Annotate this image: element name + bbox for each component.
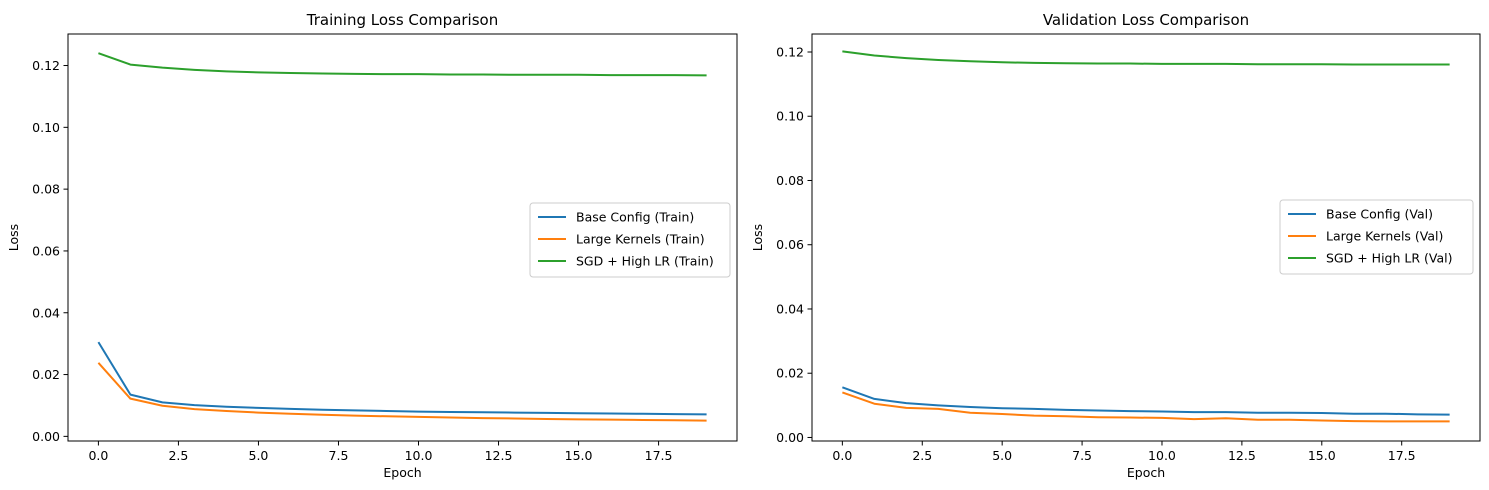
x-tick-label: 15.0 [565,448,593,463]
series-line-3 [98,52,707,77]
x-tick-label: 5.0 [992,448,1012,463]
x-tick-label: 12.5 [1228,448,1256,463]
y-tick-label: 0.10 [776,109,804,124]
series-line-1 [97,341,707,416]
x-tick-label: 12.5 [485,448,513,463]
y-tick-label: 0.10 [32,120,60,135]
chart-title: Validation Loss Comparison [1043,11,1249,29]
x-tick-label: 15.0 [1308,448,1336,463]
legend-label: Base Config (Val) [1326,207,1433,222]
legend: Base Config (Train) Large Kernels (Train)… [529,202,731,278]
legend-label: SGD + High LR (Val) [1326,251,1452,266]
x-tick-label: 7.5 [1072,448,1092,463]
y-tick-label: 0.00 [32,429,60,444]
legend-box [529,202,731,278]
y-axis-label: Loss [750,224,765,251]
chart-panel-1: Training Loss Comparison 0.0 2.5 5.0 7.5 10.0… [6,11,738,480]
y-tick-label: 0.06 [776,237,804,252]
y-tick-label: 0.08 [32,182,60,197]
y-tick-label: 0.02 [32,367,60,382]
x-tick-label: 7.5 [329,448,349,463]
y-axis-label: Loss [6,224,21,251]
x-axis-label: Epoch [1127,465,1165,480]
chart-panel-2: Validation Loss Comparison 0.0 2.5 5.0 7.5 10… [750,11,1481,480]
x-tick-label: 2.5 [168,448,188,463]
x-tick-label: 17.5 [1388,448,1416,463]
x-tick-label: 10.0 [405,448,433,463]
y-tick-label: 0.02 [776,366,804,381]
y-tick-label: 0.12 [776,44,804,59]
legend-label: Large Kernels (Train) [576,232,705,247]
legend: Base Config (Val) Large Kernels (Val) SGD … [1279,199,1474,275]
chart-title: Training Loss Comparison [306,11,498,29]
series-line-2 [842,391,1450,423]
legend-label: Large Kernels (Val) [1326,229,1443,244]
legend-label: Base Config (Train) [576,210,694,225]
x-tick-label: 2.5 [912,448,932,463]
x-axis-label: Epoch [383,465,421,480]
y-tick-label: 0.00 [776,430,804,445]
series-line-3 [842,50,1450,66]
x-tick-label: 17.5 [645,448,673,463]
series-line-1 [842,386,1450,416]
y-tick-label: 0.06 [32,243,60,258]
legend-box [1279,199,1474,275]
x-tick-label: 0.0 [832,448,852,463]
x-tick-label: 10.0 [1148,448,1176,463]
y-tick-label: 0.12 [32,58,60,73]
x-tick-label: 0.0 [88,448,108,463]
legend-label: SGD + High LR (Train) [576,254,714,269]
axes-frame [67,33,738,442]
axes-frame [811,33,1481,442]
x-tick-label: 5.0 [249,448,269,463]
series-line-2 [97,362,707,422]
y-tick-label: 0.08 [776,173,804,188]
y-tick-label: 0.04 [32,305,60,320]
y-tick-label: 0.04 [776,301,804,316]
